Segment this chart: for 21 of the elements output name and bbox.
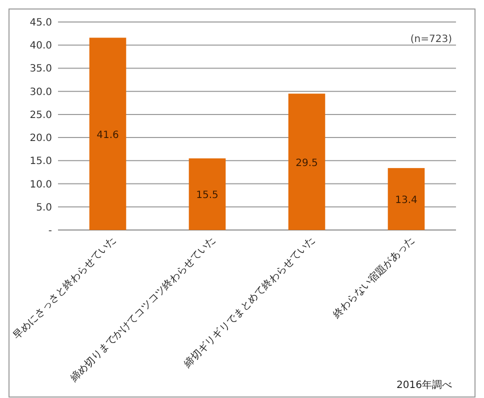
bar xyxy=(188,158,226,230)
y-tick-label: 10.0 xyxy=(30,179,52,190)
y-tick-label: 40.0 xyxy=(30,40,52,52)
y-tick-label: 35.0 xyxy=(30,64,52,75)
y-tick-label: 25.0 xyxy=(30,110,52,121)
bar xyxy=(388,168,425,230)
y-tick-label: 5.0 xyxy=(36,202,52,214)
data-label: 15.5 xyxy=(196,190,218,202)
y-tick-label: 15.0 xyxy=(30,156,52,168)
text: 2016年調べ xyxy=(396,379,452,391)
y-tick-label: 20.0 xyxy=(30,133,52,144)
data-label: 41.6 xyxy=(96,130,119,141)
y-tick-label: 30.0 xyxy=(30,86,52,98)
data-label: 13.4 xyxy=(395,195,418,206)
x-tick-label: 終わらない宿題があった xyxy=(330,234,417,322)
y-tick-label: 45.0 xyxy=(30,18,52,28)
bar xyxy=(89,38,126,230)
y-tick-label: - xyxy=(48,226,52,236)
data-label: 29.5 xyxy=(296,158,318,169)
bar xyxy=(288,94,326,230)
annotation: (n=723) xyxy=(410,34,452,45)
